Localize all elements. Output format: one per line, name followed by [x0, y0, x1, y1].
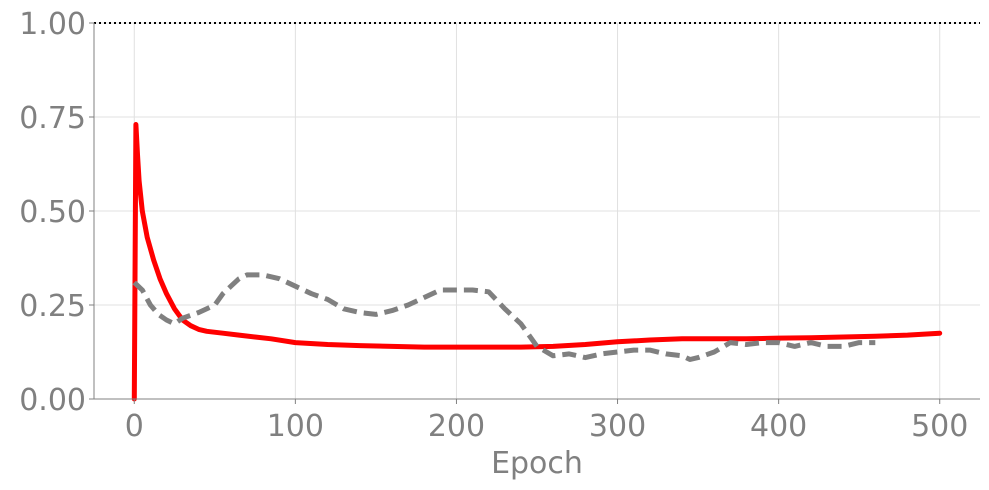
- y-tick-labels: 0.00 0.25 0.50 0.75 1.00: [19, 7, 86, 418]
- x-tick-label-0: 0: [125, 409, 144, 444]
- y-tick-label-1: 0.25: [19, 289, 86, 324]
- y-tick-label-4: 1.00: [19, 7, 86, 42]
- y-tick-label-3: 0.75: [19, 101, 86, 136]
- series-group: [131, 122, 943, 402]
- axes: [89, 22, 980, 404]
- solid-red-series-line: [131, 122, 943, 402]
- y-tick-label-2: 0.50: [19, 195, 86, 230]
- x-tick-label-4: 400: [750, 409, 807, 444]
- y-tick-label-0: 0.00: [19, 383, 86, 418]
- x-tick-label-1: 100: [267, 409, 324, 444]
- x-tick-label-3: 300: [589, 409, 646, 444]
- x-tick-labels: 0 100 200 300 400 500: [125, 409, 969, 444]
- x-tick-label-5: 500: [911, 409, 968, 444]
- x-tick-label-2: 200: [428, 409, 485, 444]
- x-axis-title: Epoch: [491, 446, 583, 481]
- dashed-gray-series-line: [132, 272, 876, 362]
